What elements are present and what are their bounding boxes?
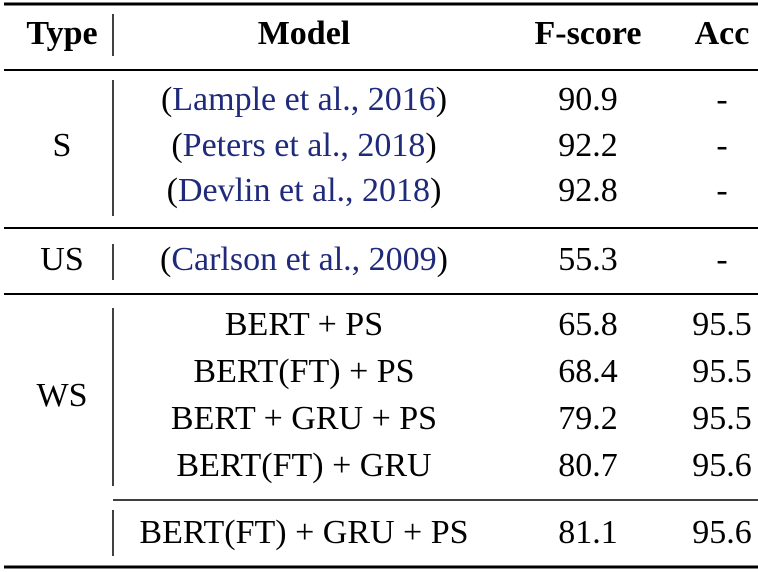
acc-cell: 95.5 [692, 353, 752, 390]
fscore-cell: 90.9 [558, 81, 618, 118]
acc-cell: 95.5 [692, 400, 752, 437]
citation: Peters et al., 2018 [183, 127, 426, 164]
type-label: S [53, 127, 72, 164]
fscore-cell: 92.8 [558, 172, 618, 209]
model-cell: BERT(FT) + PS [193, 353, 414, 390]
acc-cell: 95.6 [692, 447, 752, 484]
close-paren: ) [437, 241, 448, 278]
fscore-cell: 68.4 [558, 353, 618, 390]
header-acc: Acc [695, 15, 750, 52]
acc-cell: 95.5 [692, 306, 752, 343]
fscore-cell: 79.2 [558, 400, 618, 437]
acc-cell: - [716, 127, 727, 164]
model-cell: (Peters et al., 2018) [171, 127, 436, 164]
open-paren: ( [160, 241, 171, 278]
close-paren: ) [425, 127, 436, 164]
header-fscore: F-score [535, 15, 642, 52]
open-paren: ( [161, 81, 172, 118]
acc-cell: - [716, 241, 727, 278]
acc-cell: - [716, 81, 727, 118]
model-cell: BERT + PS [225, 306, 383, 343]
citation: Devlin et al., 2018 [178, 172, 430, 209]
type-label: US [40, 241, 83, 278]
open-paren: ( [167, 172, 178, 209]
fscore-cell: 65.8 [558, 306, 618, 343]
header-model: Model [258, 15, 351, 52]
acc-cell: - [716, 172, 727, 209]
model-cell: BERT(FT) + GRU + PS [139, 514, 468, 551]
acc-cell: 95.6 [692, 514, 752, 551]
citation: Lample et al., 2016 [172, 81, 435, 118]
header-type: Type [26, 15, 97, 52]
model-cell: (Devlin et al., 2018) [167, 172, 442, 209]
close-paren: ) [430, 172, 441, 209]
fscore-cell: 81.1 [558, 514, 618, 551]
model-cell: BERT + GRU + PS [171, 400, 437, 437]
model-cell: (Lample et al., 2016) [161, 81, 447, 118]
model-cell: BERT(FT) + GRU [176, 447, 431, 484]
fscore-cell: 55.3 [558, 241, 618, 278]
open-paren: ( [171, 127, 182, 164]
type-label: WS [37, 377, 88, 414]
close-paren: ) [436, 81, 447, 118]
fscore-cell: 92.2 [558, 127, 618, 164]
model-cell: (Carlson et al., 2009) [160, 241, 448, 278]
citation: Carlson et al., 2009 [171, 241, 436, 278]
fscore-cell: 80.7 [558, 447, 618, 484]
